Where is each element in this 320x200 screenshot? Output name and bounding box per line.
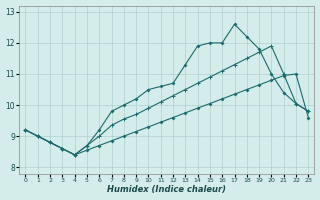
X-axis label: Humidex (Indice chaleur): Humidex (Indice chaleur) xyxy=(108,185,226,194)
